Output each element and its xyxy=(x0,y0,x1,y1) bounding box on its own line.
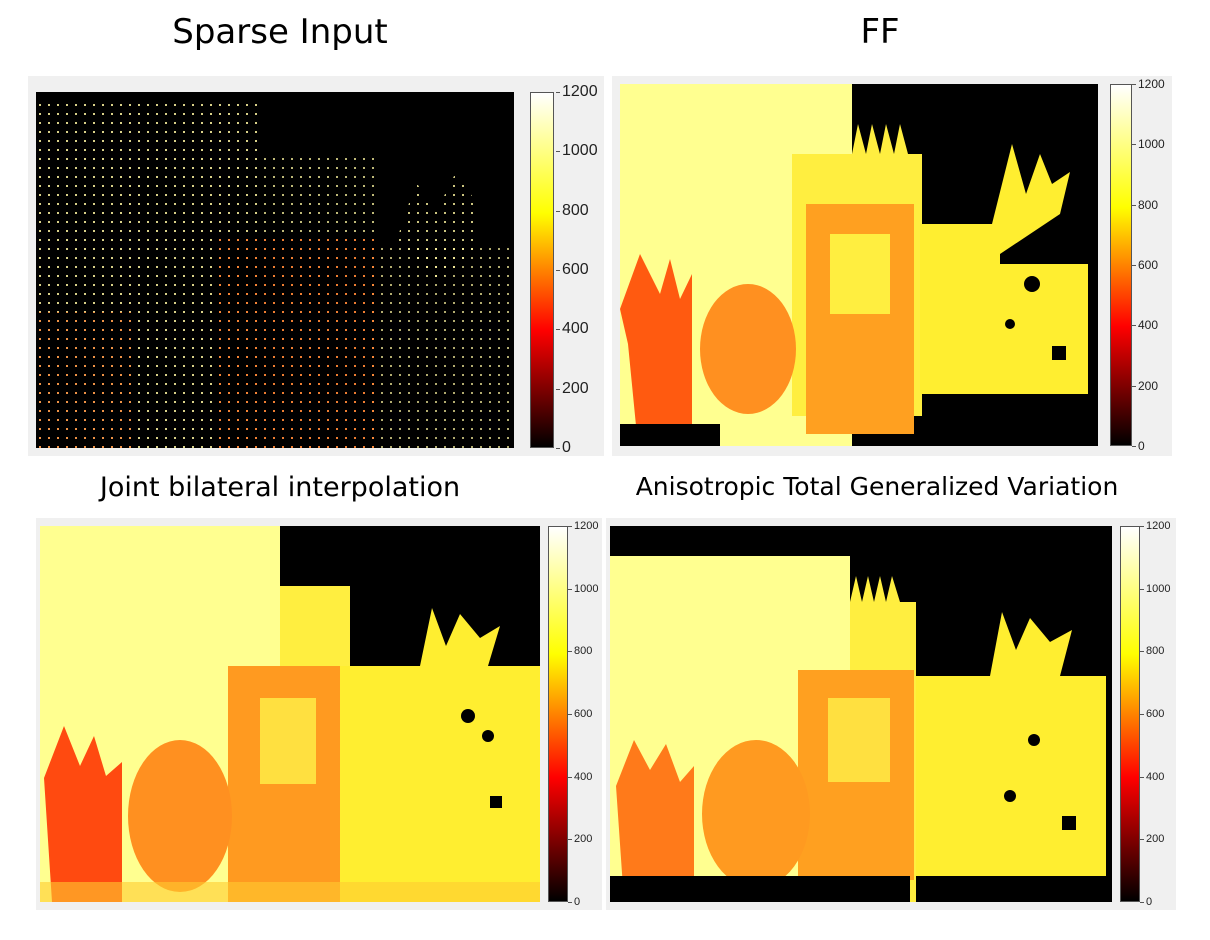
tick-label: 0 xyxy=(1139,896,1153,908)
panel-title-ff: FF xyxy=(860,12,900,52)
tick-label: 200 xyxy=(1131,378,1159,393)
tick-label: 400 xyxy=(1139,770,1165,783)
colorbar-ticks: 1200 1000 800 600 400 200 0 xyxy=(556,83,602,456)
tick-label: 200 xyxy=(1139,833,1165,846)
tick-label: 600 xyxy=(1139,708,1165,720)
colorbar-anisotropic-tgv xyxy=(1120,526,1140,902)
colorbar-ticks: 1200 1000 800 600 400 200 0 xyxy=(1131,77,1172,453)
tick-label: 600 xyxy=(567,708,593,720)
tick-label: 1000 xyxy=(567,582,599,595)
panel-anisotropic-tgv: 1200 1000 800 600 400 200 0 xyxy=(606,518,1176,910)
tick-label: 0 xyxy=(567,896,581,908)
panel-joint-bilateral: 1200 1000 800 600 400 200 0 xyxy=(36,518,602,910)
colorbar-joint-bilateral xyxy=(548,526,568,902)
colorbar-sparse-input xyxy=(530,92,554,448)
depth-image-ff xyxy=(620,84,1098,446)
tick-label: 1200 xyxy=(1132,77,1165,91)
tick-label: 400 xyxy=(556,320,589,338)
tick-label: 1000 xyxy=(1132,137,1165,152)
panel-title-sparse-input: Sparse Input xyxy=(172,12,388,52)
tick-label: 1000 xyxy=(1139,582,1171,595)
colorbar-ff xyxy=(1110,84,1132,446)
tick-label: 1200 xyxy=(567,520,599,532)
depth-image-sparse-input xyxy=(36,92,514,448)
colorbar-ticks: 1200 1000 800 600 400 200 0 xyxy=(1139,520,1174,908)
tick-label: 1200 xyxy=(556,83,598,100)
tick-label: 400 xyxy=(1131,318,1159,333)
tick-label: 800 xyxy=(567,645,593,658)
tick-label: 600 xyxy=(1131,258,1159,272)
tick-label: 0 xyxy=(556,439,571,456)
tick-label: 200 xyxy=(567,833,593,846)
panel-title-anisotropic-tgv: Anisotropic Total Generalized Variation xyxy=(635,472,1119,501)
tick-label: 1200 xyxy=(1139,520,1171,532)
tick-label: 800 xyxy=(556,201,589,219)
tick-label: 800 xyxy=(1139,645,1165,658)
tick-label: 600 xyxy=(556,261,589,278)
colorbar-ticks: 1200 1000 800 600 400 200 0 xyxy=(567,520,602,908)
panel-ff: 1200 1000 800 600 400 200 0 xyxy=(612,76,1172,456)
depth-image-joint-bilateral xyxy=(40,526,540,902)
panel-sparse-input: 1200 1000 800 600 400 200 0 xyxy=(28,76,604,456)
panel-title-joint-bilateral: Joint bilateral interpolation xyxy=(99,472,461,503)
tick-label: 200 xyxy=(556,379,589,397)
tick-label: 0 xyxy=(1132,439,1145,453)
depth-image-anisotropic-tgv xyxy=(610,526,1112,902)
tick-label: 1000 xyxy=(556,142,598,160)
tick-label: 800 xyxy=(1131,197,1159,212)
tick-label: 400 xyxy=(567,770,593,783)
